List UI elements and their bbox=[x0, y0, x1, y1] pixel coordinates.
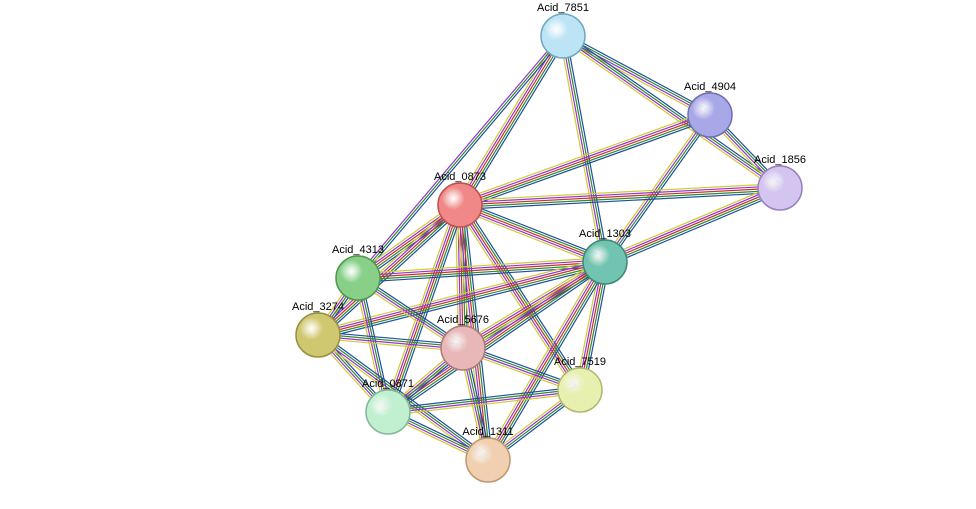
network-node[interactable] bbox=[441, 326, 485, 370]
network-edge bbox=[460, 36, 563, 205]
network-edge bbox=[463, 262, 605, 348]
network-edge bbox=[464, 264, 606, 350]
network-edge bbox=[566, 35, 608, 261]
protein-network-diagram: Acid_7851Acid_4904Acid_1856Acid_0873Acid… bbox=[0, 0, 976, 509]
network-edge bbox=[565, 33, 712, 112]
network-node[interactable] bbox=[583, 240, 627, 284]
network-edge bbox=[565, 33, 782, 185]
network-node[interactable] bbox=[688, 93, 732, 137]
network-edge bbox=[459, 111, 709, 201]
network-node[interactable] bbox=[541, 14, 585, 58]
network-node[interactable] bbox=[336, 256, 380, 300]
network-edge bbox=[459, 207, 604, 264]
network-edge bbox=[564, 36, 606, 262]
network-edge bbox=[560, 37, 602, 263]
network-edge bbox=[562, 37, 779, 189]
network-edge bbox=[564, 35, 711, 114]
network-node[interactable] bbox=[758, 166, 802, 210]
network-node[interactable] bbox=[466, 438, 510, 482]
network-edge bbox=[606, 190, 781, 264]
network-edge bbox=[462, 260, 604, 346]
network-edge bbox=[460, 192, 780, 209]
network-edge bbox=[561, 39, 778, 191]
network-edge bbox=[561, 39, 708, 118]
network-edge bbox=[458, 209, 603, 266]
network-edge bbox=[464, 38, 567, 207]
network-node[interactable] bbox=[296, 313, 340, 357]
network-node[interactable] bbox=[366, 390, 410, 434]
network-edge bbox=[562, 37, 709, 116]
network-edge bbox=[605, 188, 780, 262]
network-svg bbox=[0, 0, 976, 509]
network-node[interactable] bbox=[558, 368, 602, 412]
network-edge bbox=[564, 35, 781, 187]
network-node[interactable] bbox=[438, 183, 482, 227]
network-edge bbox=[562, 36, 604, 262]
